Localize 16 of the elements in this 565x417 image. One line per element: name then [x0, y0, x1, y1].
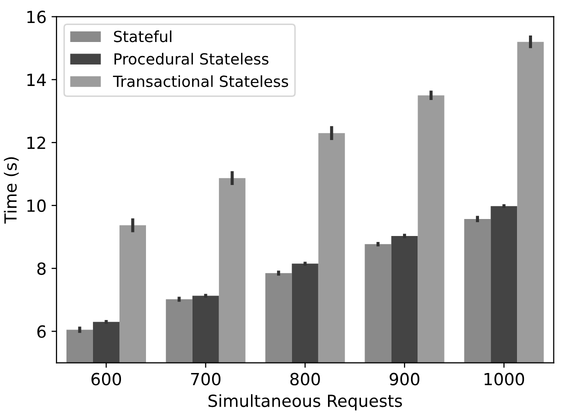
y-axis-title: Time (s)	[4, 157, 19, 224]
legend-label: Stateful	[114, 30, 172, 42]
y-tick-label: 6	[37, 325, 46, 338]
y-tick-label: 16	[27, 10, 46, 24]
legend-label: Transactional Stateless	[112, 75, 288, 88]
x-tick-label: 700	[191, 372, 220, 386]
y-tick-label: 8	[37, 262, 46, 275]
y-tick-label: 10	[27, 199, 46, 212]
x-tick-label: 800	[290, 372, 320, 386]
y-tick-label: 12	[27, 136, 46, 149]
legend-label: Procedural Stateless	[114, 52, 268, 65]
x-tick-label: 600	[91, 372, 122, 386]
x-axis-title: Simultaneous Requests	[208, 394, 402, 410]
x-tick-label: 900	[390, 372, 420, 386]
x-tick-label: 1000	[484, 372, 524, 386]
y-tick-label: 14	[27, 74, 46, 86]
